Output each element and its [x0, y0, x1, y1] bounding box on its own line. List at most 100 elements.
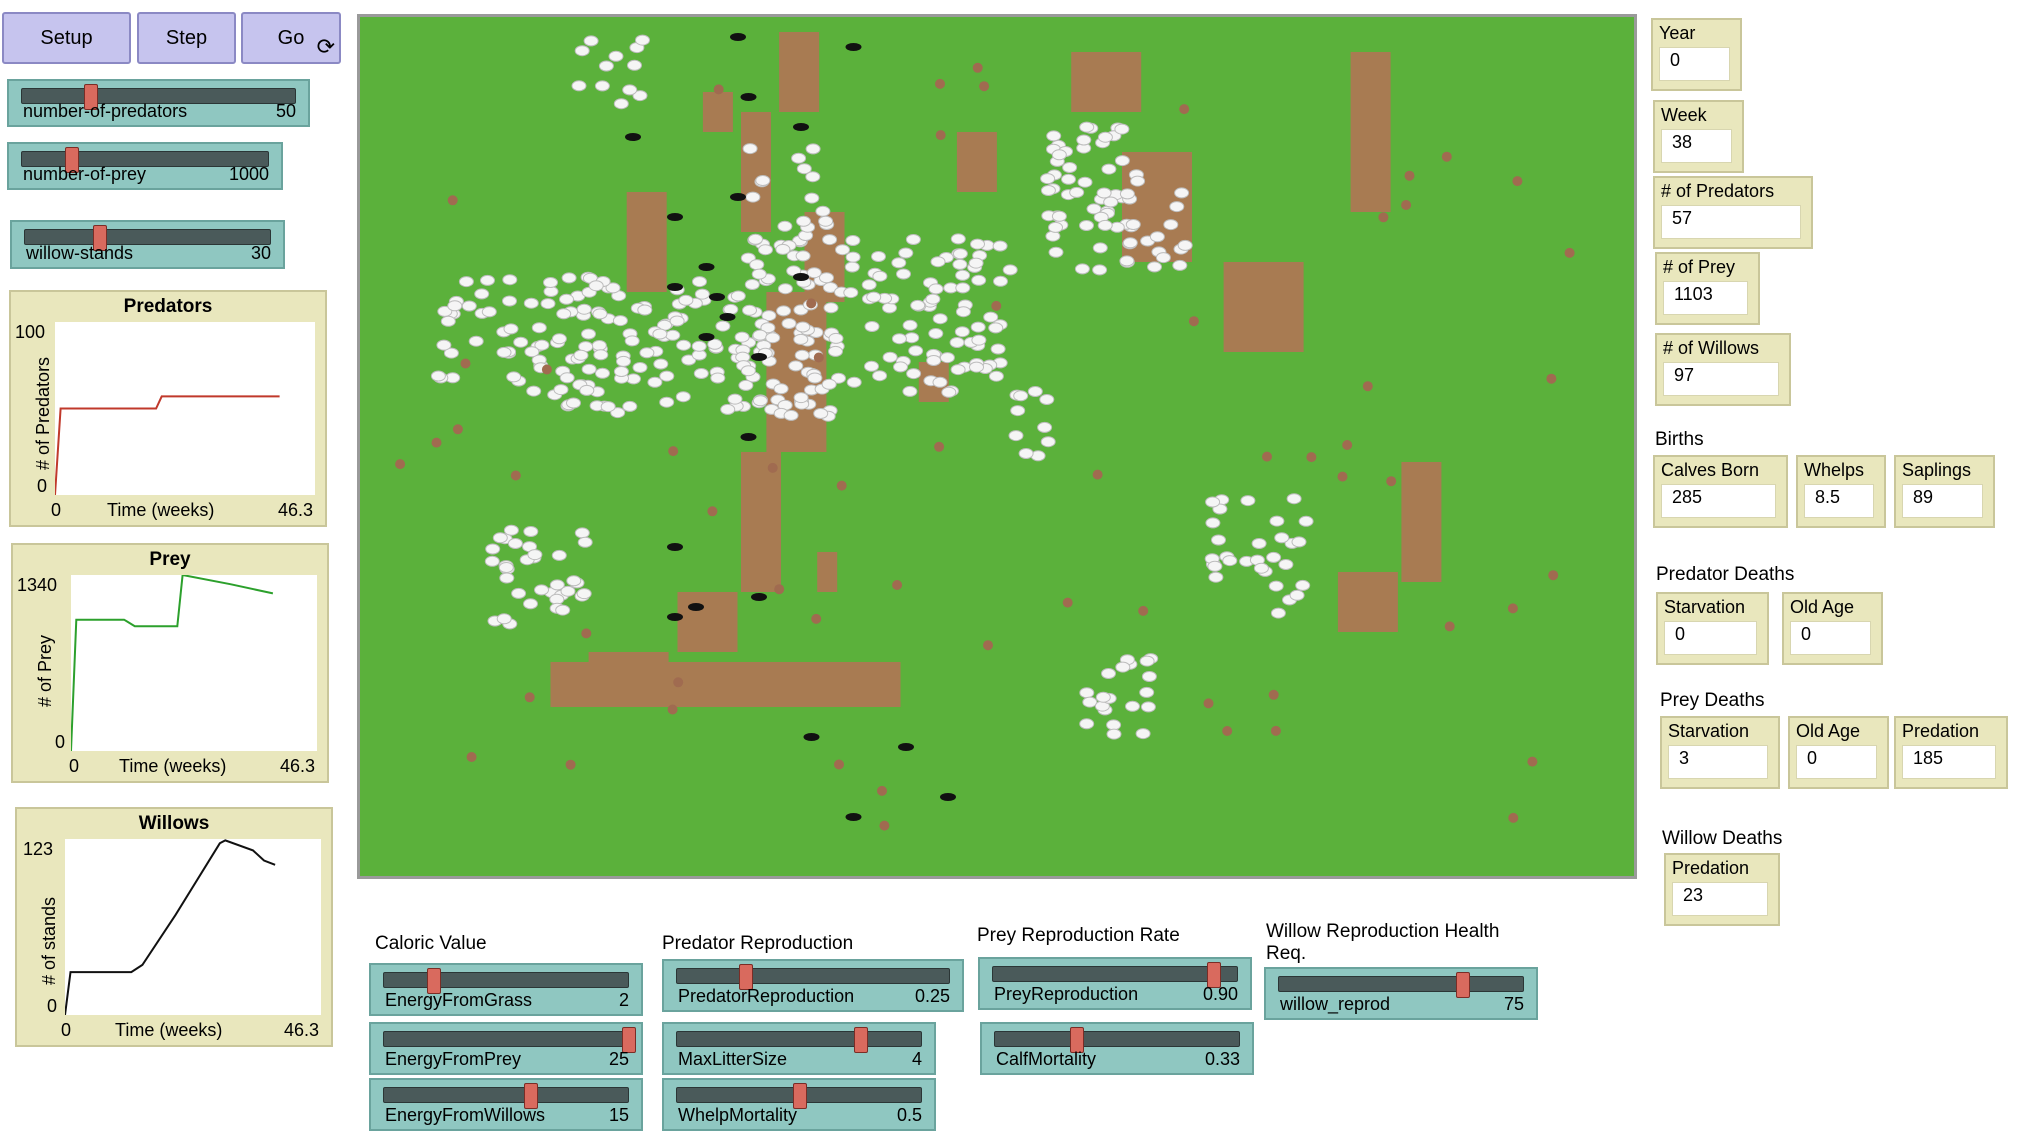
dirt-patch — [702, 92, 733, 132]
prey-sheep — [506, 371, 522, 383]
slider-knob[interactable] — [622, 1027, 636, 1053]
setup-button-label: Setup — [40, 26, 93, 49]
prey-sheep — [560, 585, 576, 597]
slider-track[interactable] — [21, 147, 269, 173]
prey-sheep — [574, 527, 590, 539]
prey-sheep — [1079, 718, 1095, 730]
prey-sheep — [559, 372, 575, 384]
slider-knob[interactable] — [524, 1083, 539, 1109]
slider-track[interactable] — [676, 964, 950, 990]
monitor-value: 0 — [1664, 621, 1757, 655]
slider-track[interactable] — [992, 962, 1238, 988]
prey-sheep — [871, 251, 886, 262]
prey-sheep — [793, 333, 809, 345]
prey-sheep — [1174, 187, 1190, 199]
prey-sheep — [1205, 517, 1221, 529]
slider-track[interactable] — [676, 1027, 922, 1053]
setup-button[interactable]: Setup — [2, 12, 131, 64]
prey-sheep — [1092, 242, 1108, 254]
prey-sheep — [720, 403, 736, 415]
slider-number-of-predators[interactable]: number-of-predators 50 — [7, 79, 310, 127]
prey-sheep — [503, 323, 519, 335]
prey-sheep — [896, 268, 911, 280]
slider-energy-from-prey[interactable]: EnergyFromPrey 25 — [369, 1022, 643, 1075]
predator-wolf — [751, 353, 767, 361]
prey-sheep — [939, 352, 955, 364]
monitor-label: Old Age — [1790, 597, 1855, 617]
prey-sheep — [794, 349, 810, 361]
slider-knob[interactable] — [739, 964, 753, 990]
plot-title: Predators — [123, 296, 213, 317]
world-view[interactable] — [357, 14, 1637, 879]
prey-sheep — [1205, 496, 1221, 508]
monitor-label: Predation — [1902, 721, 1980, 741]
step-button[interactable]: Step — [137, 12, 236, 64]
prey-sheep — [675, 391, 691, 403]
prey-sheep — [1135, 728, 1151, 740]
slider-track[interactable] — [1278, 972, 1524, 998]
slider-track[interactable] — [383, 1083, 629, 1109]
prey-sheep — [691, 340, 707, 352]
prey-sheep — [436, 339, 452, 351]
willow-tree — [541, 364, 552, 375]
monitor-value: 1103 — [1663, 281, 1748, 315]
slider-calf-mortality[interactable]: CalfMortality 0.33 — [980, 1022, 1254, 1075]
step-button-label: Step — [165, 26, 208, 49]
slider-number-of-prey[interactable]: number-of-prey 1000 — [7, 142, 283, 190]
slider-willow-reprod[interactable]: willow_reprod 75 — [1264, 967, 1538, 1020]
slider-knob[interactable] — [426, 968, 441, 994]
dirt-patch — [817, 552, 838, 592]
willow-tree — [1342, 440, 1353, 450]
prey-sheep — [503, 524, 519, 536]
slider-track[interactable] — [24, 225, 271, 251]
slider-energy-from-willows[interactable]: EnergyFromWillows 15 — [369, 1078, 643, 1131]
prey-sheep — [955, 306, 971, 318]
slider-knob[interactable] — [1069, 1027, 1084, 1053]
willow-tree — [510, 470, 521, 481]
predator-wolf — [698, 333, 715, 341]
slider-knob[interactable] — [854, 1027, 868, 1053]
willow-tree — [934, 441, 945, 452]
slider-knob[interactable] — [92, 225, 107, 251]
slider-willow-stands[interactable]: willow-stands 30 — [10, 220, 285, 269]
slider-max-litter-size[interactable]: MaxLitterSize 4 — [662, 1022, 936, 1075]
prey-sheep — [941, 386, 957, 398]
slider-knob[interactable] — [65, 147, 80, 173]
prey-sheep — [576, 588, 592, 600]
prey-sheep — [556, 308, 572, 320]
slider-track[interactable] — [21, 84, 296, 110]
prey-sheep — [971, 334, 987, 346]
slider-name: CalfMortality — [996, 1049, 1097, 1069]
plot-ymin: 0 — [47, 996, 58, 1016]
slider-energy-from-grass[interactable]: EnergyFromGrass 2 — [369, 963, 643, 1016]
slider-track[interactable] — [383, 968, 629, 994]
slider-predator-reproduction[interactable]: PredatorReproduction 0.25 — [662, 959, 964, 1012]
slider-value: 50 — [275, 101, 296, 121]
slider-knob[interactable] — [793, 1083, 807, 1109]
willow-tree — [1564, 247, 1575, 258]
world-canvas — [395, 32, 1575, 831]
monitor-pred-old-age: Old Age 0 — [1782, 592, 1883, 665]
slider-track[interactable] — [383, 1027, 636, 1053]
prey-sheep — [906, 368, 922, 380]
prey-sheep — [1092, 264, 1108, 276]
slider-track[interactable] — [676, 1083, 922, 1109]
slider-knob[interactable] — [84, 84, 99, 110]
slider-track[interactable] — [994, 1027, 1240, 1053]
prey-sheep — [1051, 210, 1067, 222]
slider-knob[interactable] — [1206, 962, 1221, 988]
prey-sheep — [659, 396, 675, 408]
go-button[interactable]: Go ⟳ — [241, 12, 341, 64]
prey-sheep — [608, 50, 624, 62]
dirt-patch — [1350, 52, 1391, 212]
slider-whelp-mortality[interactable]: WhelpMortality 0.5 — [662, 1078, 936, 1131]
slider-knob[interactable] — [1456, 972, 1470, 998]
prey-sheep — [1125, 219, 1141, 230]
predator-wolf — [740, 433, 757, 441]
prey-sheep — [932, 376, 948, 388]
prey-sheep — [443, 347, 459, 359]
slider-prey-reproduction[interactable]: PreyReproduction 0.90 — [978, 957, 1252, 1010]
prey-sheep — [742, 304, 757, 316]
prey-sheep — [805, 143, 821, 155]
prey-sheep — [819, 272, 834, 284]
